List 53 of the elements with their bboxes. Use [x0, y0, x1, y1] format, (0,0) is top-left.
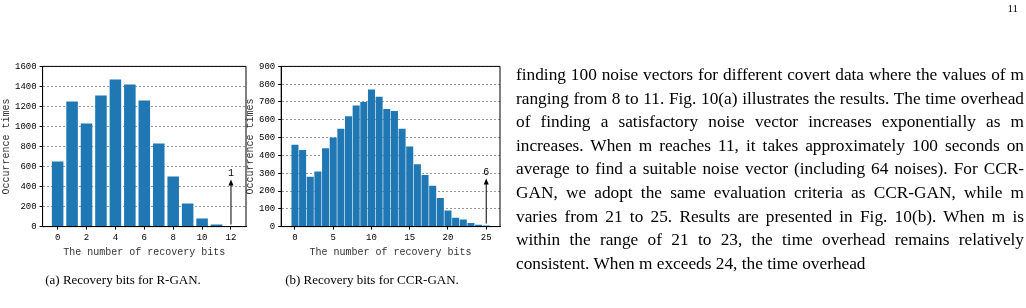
y-tick-label: 500: [259, 132, 276, 143]
x-tick-label: 25: [480, 233, 492, 244]
bar: [167, 176, 179, 227]
text: finding 100 noise vectors for different covert data where the values of m ranging from 8 to 11. Fig. 10(a) illustrates the results. The time overhead of finding a satisfactory noise vector increases exponentially as m increases. When m reaches 11, it takes approximately 100 seconds on average to find a suitable noise vector (including 64 noises). For CCR-GAN, we adopt the same evaluation criteria as CCR-GAN, while m varies from 21 to 25. Results are presented in Fig. 10(b). When m is within the range of 21 to 23, the time overhead remains relatively consistent. When m exceeds 24, the time overhead: [516, 65, 1024, 273]
bar: [80, 123, 93, 227]
y-tick-label: 200: [20, 201, 37, 212]
x-tick-label: 8: [170, 233, 176, 244]
x-tick-label: 0: [292, 233, 298, 244]
bar: [95, 95, 107, 227]
y-axis-title: Occurrence times: [0, 98, 12, 195]
y-tick-label: 800: [20, 141, 37, 152]
annotation: 1: [227, 168, 234, 180]
x-tick-label: 6: [141, 233, 147, 244]
x-tick-label: 0: [54, 233, 61, 244]
text: 11: [1007, 2, 1018, 14]
x-axis-title: The number of recovery bits: [309, 247, 472, 259]
y-tick-label: 300: [259, 168, 276, 179]
bar: [124, 84, 136, 227]
bar: [51, 161, 64, 227]
y-tick-label: 0: [31, 221, 37, 232]
y-tick-label: 0: [269, 221, 276, 232]
x-tick-label: 2: [83, 233, 90, 244]
x-tick-label: 20: [442, 233, 454, 244]
bar: [181, 203, 194, 227]
y-tick-label: 1600: [14, 61, 37, 72]
x-tick-label: 12: [225, 233, 237, 244]
x-tick-label: 10: [196, 233, 208, 244]
y-tick-label: 800: [259, 79, 276, 90]
x-tick-label: 4: [112, 233, 119, 244]
y-tick-label: 200: [259, 186, 276, 197]
bar: [109, 79, 122, 227]
y-tick-label: 600: [20, 161, 37, 172]
y-tick-label: 1400: [14, 81, 37, 92]
y-tick-label: 700: [259, 97, 276, 108]
y-tick-label: 900: [259, 61, 276, 72]
bar: [196, 218, 208, 227]
y-tick-label: 400: [20, 181, 37, 192]
y-tick-label: 1000: [14, 121, 37, 132]
x-axis-title: The number of recovery bits: [63, 247, 226, 259]
text: (a) Recovery bits for R-GAN.: [45, 271, 201, 287]
y-axis-title: Occurrence times: [244, 98, 256, 195]
text: (b) Recovery bits for CCR-GAN.: [285, 271, 459, 287]
y-tick-label: 100: [259, 204, 276, 215]
x-tick-label: 15: [404, 233, 416, 244]
x-tick-label: 10: [366, 233, 377, 244]
bar: [138, 100, 151, 227]
x-tick-label: 5: [330, 233, 336, 244]
annotation: 6: [483, 167, 490, 179]
y-tick-label: 400: [259, 150, 276, 161]
y-tick-label: 600: [259, 115, 276, 126]
bar: [152, 143, 165, 227]
bar: [66, 101, 78, 227]
y-tick-label: 1200: [14, 101, 37, 112]
